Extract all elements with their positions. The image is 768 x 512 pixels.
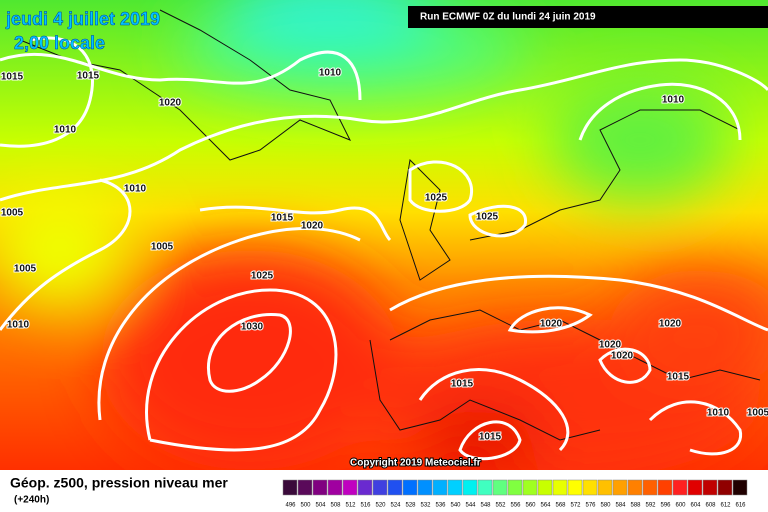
isobar-label: 1025: [425, 193, 448, 204]
scale-label: 580: [600, 503, 611, 509]
isobar-label: 1020: [611, 351, 634, 362]
isobar-label: 1010: [124, 184, 147, 195]
scale-label: 520: [375, 503, 386, 509]
isobar-label: 1020: [301, 221, 324, 232]
isobar-label: 1010: [319, 68, 342, 79]
isobar-label: 1020: [540, 319, 563, 330]
scale-label: 528: [405, 503, 416, 509]
isobar-label: 1015: [667, 372, 690, 383]
scale-label: 564: [540, 503, 551, 509]
scale-swatch: [597, 479, 613, 496]
scale-swatch: [492, 479, 508, 496]
isobars: [0, 36, 768, 461]
scale-label: 604: [690, 503, 701, 509]
scale-swatch: [582, 479, 598, 496]
isobar-label: 1025: [251, 271, 274, 282]
scale-label: 504: [315, 503, 326, 509]
scale-swatch: [672, 479, 688, 496]
scale-swatch: [312, 479, 328, 496]
scale-swatch: [627, 479, 643, 496]
scale-swatch: [387, 479, 403, 496]
scale-label: 576: [585, 503, 596, 509]
isobar-label: 1005: [747, 408, 768, 419]
scale-swatch: [357, 479, 373, 496]
scale-label: 508: [330, 503, 341, 509]
scale-label: 552: [495, 503, 506, 509]
scale-swatch: [552, 479, 568, 496]
scale-swatch: [462, 479, 478, 496]
scale-label: 612: [720, 503, 731, 509]
scale-swatch: [282, 479, 298, 496]
scale-label: 496: [285, 503, 296, 509]
isobar-label: 1020: [599, 340, 622, 351]
isobar-label: 1005: [1, 208, 24, 219]
isobar-label: 1020: [659, 319, 682, 330]
scale-swatch: [342, 479, 358, 496]
scale-label: 608: [705, 503, 716, 509]
isobar-label: 1030: [241, 322, 264, 333]
scale-label: 532: [420, 503, 431, 509]
scale-swatch: [642, 479, 658, 496]
isobar-label: 1025: [476, 212, 499, 223]
isobar-label: 1015: [77, 71, 100, 82]
run-box: [408, 6, 768, 28]
scale-swatch: [417, 479, 433, 496]
scale-swatch: [687, 479, 703, 496]
scale-label: 540: [450, 503, 461, 509]
scale-swatch: [612, 479, 628, 496]
scale-label: 548: [480, 503, 491, 509]
scale-label: 600: [675, 503, 686, 509]
isobar-label: 1010: [662, 95, 685, 106]
scale-swatch: [732, 479, 748, 496]
scale-swatch: [567, 479, 583, 496]
copyright: Copyright 2019 Meteociel.fr: [350, 458, 481, 469]
scale-swatch: [402, 479, 418, 496]
isobar-label: 1015: [479, 432, 502, 443]
scale-label: 568: [555, 503, 566, 509]
scale-swatch: [297, 479, 313, 496]
scale-label: 524: [390, 503, 401, 509]
isobar-label: 1010: [707, 408, 730, 419]
scale-label: 560: [525, 503, 536, 509]
scale-swatch: [477, 479, 493, 496]
scale-label: 516: [360, 503, 371, 509]
footer-title: Géop. z500, pression niveau mer: [10, 475, 228, 491]
isobar-label: 1005: [151, 242, 174, 253]
map-area: 1015 1015 1010 1020 1010 1010 1010 1005 1015 1020…: [0, 0, 768, 470]
scale-label: 500: [300, 503, 311, 509]
scale-label: 588: [630, 503, 641, 509]
scale-label: 536: [435, 503, 446, 509]
coastlines: [19, 9, 761, 441]
scale-label: 544: [465, 503, 476, 509]
date-title: jeudi 4 juillet 2019: [5, 9, 160, 29]
isobar-label: 1010: [7, 320, 30, 331]
scale-label: 556: [510, 503, 521, 509]
scale-swatch: [537, 479, 553, 496]
scale-swatch: [447, 479, 463, 496]
scale-label: 592: [645, 503, 656, 509]
footer-lead: (+240h): [14, 495, 49, 506]
isobar-label: 1015: [451, 379, 474, 390]
scale-swatch: [327, 479, 343, 496]
scale-label: 572: [570, 503, 581, 509]
scale-swatch: [717, 479, 733, 496]
scale-label: 596: [660, 503, 671, 509]
scale-swatch: [432, 479, 448, 496]
scale-swatch: [507, 479, 523, 496]
scale-label: 616: [735, 503, 746, 509]
isobar-label: 1005: [14, 264, 37, 275]
scale-swatch: [522, 479, 538, 496]
time-title: 2,00 locale: [14, 33, 105, 53]
run-label: Run ECMWF 0Z du lundi 24 juin 2019: [420, 12, 596, 23]
scale-swatch: [657, 479, 673, 496]
scale-label: 584: [615, 503, 626, 509]
scale-swatch: [702, 479, 718, 496]
isobar-label: 1010: [54, 125, 77, 136]
scale-label: 512: [345, 503, 356, 509]
scale-swatch: [372, 479, 388, 496]
isobar-label: 1020: [159, 98, 182, 109]
isobar-label: 1015: [1, 72, 24, 83]
isobar-label: 1015: [271, 213, 294, 224]
